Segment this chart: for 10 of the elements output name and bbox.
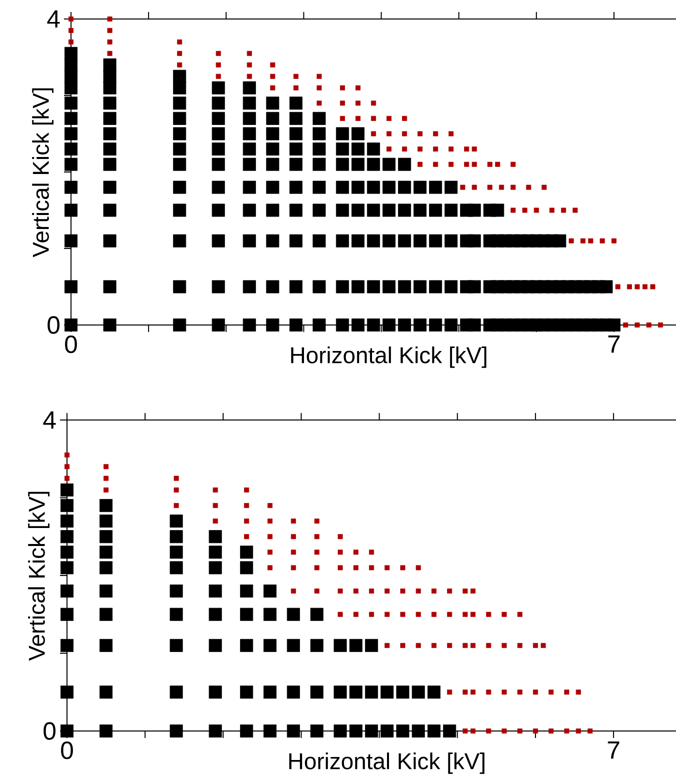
x-axis-title: Horizontal Kick [kV] <box>291 346 486 368</box>
y-tick-label: 4 <box>47 10 60 28</box>
x-axis-title: Horizontal Kick [kV] <box>289 752 484 774</box>
x-tick-label: 7 <box>608 336 620 353</box>
y-axis-title: Vertical Kick [kV] <box>32 88 54 258</box>
y-tick-label: 4 <box>43 411 56 429</box>
x-tick-label: 7 <box>608 742 620 759</box>
y-axis-title: Vertical Kick [kV] <box>28 492 50 661</box>
y-tick-label: 0 <box>44 722 56 740</box>
y-tick-label: 0 <box>48 316 60 334</box>
